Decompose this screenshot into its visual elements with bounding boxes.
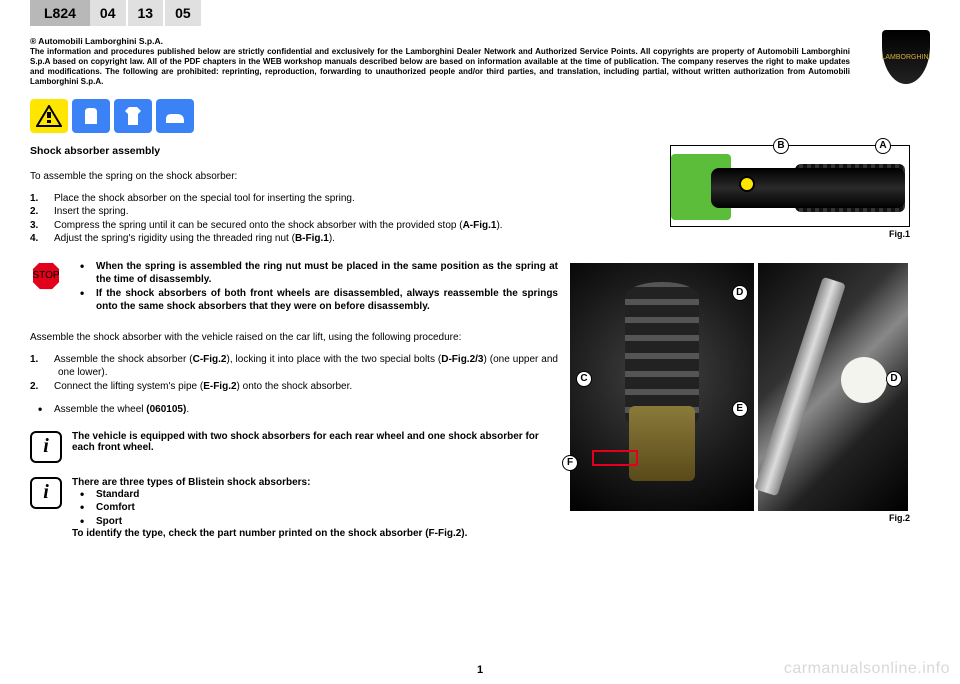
step-2-2: 2.Connect the lifting system's pipe (E-F… [30, 380, 558, 394]
left-column: Shock absorber assembly To assemble the … [0, 145, 570, 554]
steps-list-1: 1.Place the shock absorber on the specia… [30, 192, 558, 246]
step-1-2: 2.Insert the spring. [30, 205, 558, 219]
content-row: Shock absorber assembly To assemble the … [0, 145, 960, 554]
info2-lead: There are three types of Blistein shock … [72, 477, 558, 488]
wheel-bullet-list: Assemble the wheel (060105). [30, 403, 558, 417]
fig2-red-highlight [592, 450, 638, 466]
safety-icons-row [30, 99, 960, 133]
fig2-left-photo: C D E F [570, 263, 754, 511]
logo-text: LAMBORGHINI [882, 54, 931, 61]
step-1-4: 4.Adjust the spring's rigidity using the… [30, 232, 558, 246]
info-callout-1: i The vehicle is equipped with two shock… [30, 431, 558, 463]
fig2-white-bushing [841, 357, 887, 403]
info2-item-1: Comfort [72, 501, 558, 515]
step-1-3: 3.Compress the spring until it can be se… [30, 219, 558, 233]
figure-1: B A [670, 145, 910, 227]
stop-callout: STOP When the spring is assembled the ri… [30, 260, 558, 314]
info-body-1: The vehicle is equipped with two shock a… [72, 431, 558, 463]
fig2-silver-tube [754, 277, 846, 497]
header-code: L824 [30, 0, 90, 26]
stop-body: When the spring is assembled the ring nu… [72, 260, 558, 314]
copyright-block: ® Automobili Lamborghini S.p.A. The info… [30, 36, 850, 87]
fig2-marker-c: C [576, 371, 592, 387]
fig2-marker-d2: D [886, 371, 902, 387]
fig2-shock-body [629, 406, 695, 480]
section-title: Shock absorber assembly [30, 145, 558, 157]
info-icon-1: i [30, 431, 62, 463]
steps-list-2: 1.Assemble the shock absorber (C-Fig.2),… [30, 353, 558, 394]
info2-tail: To identify the type, check the part num… [72, 528, 558, 539]
fig2-label: Fig.2 [570, 513, 910, 523]
safety-icon-shoes [156, 99, 194, 133]
stop-bullet-2: If the shock absorbers of both front whe… [72, 287, 558, 314]
copyright-body: The information and procedures published… [30, 47, 850, 87]
fig1-label: Fig.1 [570, 229, 910, 239]
intro-para: To assemble the spring on the shock abso… [30, 171, 558, 182]
safety-icon-gloves [72, 99, 110, 133]
step-2-1: 1.Assemble the shock absorber (C-Fig.2),… [30, 353, 558, 380]
copyright-title: ® Automobili Lamborghini S.p.A. [30, 36, 850, 47]
info2-item-2: Sport [72, 515, 558, 529]
safety-icon-clothing [114, 99, 152, 133]
fig2-right-photo: D [758, 263, 908, 511]
lamborghini-logo: LAMBORGHINI [882, 30, 930, 84]
safety-icon-warning [30, 99, 68, 133]
figure-2: C D E F D [570, 263, 908, 511]
wheel-bullet: Assemble the wheel (060105). [30, 403, 558, 417]
stop-bullet-1: When the spring is assembled the ring nu… [72, 260, 558, 287]
info-body-2: There are three types of Blistein shock … [72, 477, 558, 540]
fig1-yellow-cap [739, 176, 755, 192]
fig1-marker-b: B [773, 138, 789, 154]
right-column: B A Fig.1 C D E F D Fig.2 [570, 145, 940, 554]
header-num-1: 04 [90, 0, 128, 26]
header-bar: L824 04 13 05 [0, 0, 960, 26]
info2-item-0: Standard [72, 488, 558, 502]
fig2-marker-d1: D [732, 285, 748, 301]
watermark: carmanualsonline.info [784, 660, 950, 678]
fig1-marker-a: A [875, 138, 891, 154]
header-num-2: 13 [128, 0, 166, 26]
page-number: 1 [477, 664, 483, 676]
header-num-3: 05 [165, 0, 203, 26]
para-2: Assemble the shock absorber with the veh… [30, 332, 558, 343]
info-icon-2: i [30, 477, 62, 509]
step-1-1: 1.Place the shock absorber on the specia… [30, 192, 558, 206]
fig2-marker-f: F [562, 455, 578, 471]
stop-icon: STOP [30, 260, 62, 292]
info-callout-2: i There are three types of Blistein shoc… [30, 477, 558, 540]
fig2-marker-e: E [732, 401, 748, 417]
